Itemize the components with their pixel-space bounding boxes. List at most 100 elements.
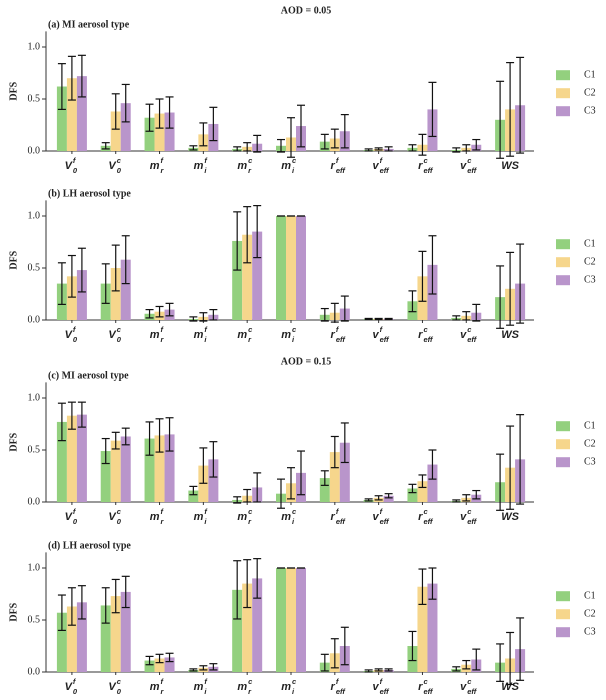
bar — [154, 435, 165, 502]
bar — [232, 589, 243, 672]
x-tick-sub: i — [292, 166, 295, 175]
bar — [110, 440, 121, 502]
y-tick-label: 1.0 — [28, 41, 41, 52]
bar — [76, 270, 87, 320]
x-tick-sub: eff — [380, 335, 391, 344]
bar — [144, 438, 155, 502]
bar — [164, 434, 175, 502]
x-tick-sup: c — [117, 325, 122, 334]
y-tick-label: 0.5 — [28, 93, 41, 104]
x-tick-label: v — [373, 329, 380, 341]
y-tick-label: 1.0 — [28, 562, 41, 573]
x-tick-label: m — [194, 511, 204, 523]
y-tick-label: 0.0 — [28, 666, 41, 677]
bar — [66, 276, 77, 320]
bar — [427, 583, 438, 672]
x-tick-sup: f — [161, 156, 165, 165]
x-tick-sub: r — [161, 335, 165, 344]
y-tick-label: 0.0 — [28, 496, 41, 507]
x-tick-label: r — [418, 160, 423, 172]
x-tick-label: v — [373, 160, 380, 172]
x-tick-sub: eff — [423, 687, 434, 696]
x-tick-label: V — [108, 511, 117, 523]
x-tick-sup: f — [336, 507, 340, 516]
bar — [208, 459, 219, 502]
x-tick-sub: eff — [467, 517, 478, 526]
x-tick-label: m — [150, 681, 160, 693]
bar — [100, 451, 111, 502]
bar — [164, 112, 175, 151]
x-tick-label: V — [65, 681, 74, 693]
x-tick-sub: 0 — [117, 335, 122, 344]
x-tick-sup: f — [380, 325, 384, 334]
legend-swatch — [556, 421, 570, 432]
x-tick-label: m — [237, 160, 247, 172]
x-tick-sup: f — [73, 507, 77, 516]
x-tick-label: r — [418, 681, 423, 693]
bar — [110, 596, 121, 672]
x-tick-sub: i — [204, 335, 207, 344]
legend-swatch — [556, 609, 570, 620]
legend-swatch — [556, 70, 570, 81]
x-tick-sup: c — [423, 325, 428, 334]
bar — [407, 488, 418, 502]
legend-label: C1 — [584, 420, 596, 431]
x-tick-sub: 0 — [117, 517, 122, 526]
x-tick-sup: f — [161, 507, 165, 516]
x-tick-sup: f — [204, 156, 208, 165]
y-tick-label: 0.0 — [28, 145, 41, 156]
legend-label: C1 — [584, 238, 596, 249]
x-tick-sub: 0 — [117, 166, 122, 175]
bar — [276, 216, 286, 320]
x-tick-sub: 0 — [73, 335, 78, 344]
x-tick-label: m — [237, 329, 247, 341]
x-tick-sup: c — [467, 507, 472, 516]
y-tick-label: 0.5 — [28, 262, 41, 273]
y-tick-label: 0.5 — [28, 444, 41, 455]
x-tick-sub: 0 — [117, 687, 122, 696]
y-tick-label: 1.0 — [28, 210, 41, 221]
x-tick-sup: c — [423, 677, 428, 686]
x-tick-sub: eff — [380, 687, 391, 696]
bar — [276, 568, 286, 672]
aod-header: AOD = 0.05 — [281, 6, 331, 17]
x-tick-sup: c — [423, 507, 428, 516]
y-axis-label: DFS — [8, 81, 19, 100]
bar — [66, 415, 77, 502]
x-tick-label: m — [237, 511, 247, 523]
panel-title: (a) MI aerosol type — [48, 20, 130, 31]
panel-title: (b) LH aerosol type — [48, 189, 131, 200]
bar — [164, 657, 175, 672]
x-tick-sup: f — [161, 677, 165, 686]
x-tick-sub: r — [248, 687, 252, 696]
x-tick-sup: f — [380, 156, 384, 165]
panel-title: (d) LH aerosol type — [48, 541, 131, 552]
x-tick-label: v — [460, 329, 467, 341]
legend-label: C1 — [584, 69, 596, 80]
bar — [110, 111, 121, 151]
x-tick-sub: eff — [467, 166, 478, 175]
bar — [66, 78, 77, 151]
y-axis-label: DFS — [8, 250, 19, 269]
x-tick-sup: c — [248, 507, 253, 516]
y-axis-label: DFS — [8, 432, 19, 451]
x-tick-sub: r — [248, 517, 252, 526]
bar — [242, 583, 253, 672]
x-tick-label: v — [373, 681, 380, 693]
y-axis-label: DFS — [8, 602, 19, 621]
x-tick-sup: f — [380, 507, 384, 516]
legend-label: C2 — [584, 87, 596, 98]
bar — [252, 231, 263, 320]
bar — [110, 268, 121, 320]
x-tick-sub: 0 — [73, 687, 78, 696]
legend-swatch — [556, 591, 570, 602]
bar — [417, 481, 428, 502]
bar — [120, 436, 131, 502]
legend-label: C3 — [584, 626, 596, 637]
legend-swatch — [556, 106, 570, 117]
x-tick-label: V — [108, 160, 117, 172]
x-tick-label: V — [65, 329, 74, 341]
x-tick-label: m — [281, 511, 291, 523]
x-tick-sub: i — [292, 517, 295, 526]
bar — [296, 216, 306, 320]
